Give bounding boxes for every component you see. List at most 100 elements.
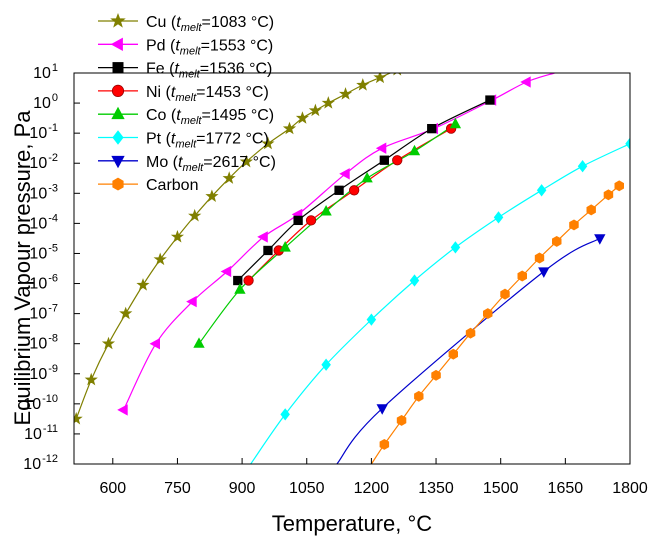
data-point-pt <box>536 184 547 197</box>
data-point-pt <box>366 313 377 326</box>
series-line-mo <box>336 237 601 464</box>
x-tick-label: 900 <box>229 480 256 497</box>
data-point-cu <box>170 230 185 243</box>
legend-label-mo: Mo (tmelt=2617 °C) <box>146 154 276 174</box>
data-point-pd <box>257 231 268 243</box>
data-point-mo <box>376 404 388 415</box>
data-point-pd <box>339 168 350 180</box>
series-line-carbon <box>370 185 620 464</box>
data-point-pt <box>625 137 630 150</box>
series-curves <box>75 73 630 464</box>
data-point-mo <box>594 234 606 245</box>
x-axis-label: Temperature, °C <box>272 511 433 536</box>
data-point-fe <box>334 185 344 195</box>
data-point-pd <box>117 404 128 416</box>
data-point-fe <box>427 123 437 134</box>
data-point-pd <box>375 142 387 154</box>
data-point-carbon <box>586 204 596 216</box>
data-point-carbon <box>534 252 545 264</box>
data-point-ni <box>392 155 403 166</box>
data-point-cu <box>373 73 387 84</box>
data-point-pt <box>409 274 420 287</box>
data-point-pt <box>577 160 588 173</box>
data-point-carbon <box>552 235 562 247</box>
legend-marker-pt <box>112 130 124 145</box>
data-point-cu <box>426 48 437 58</box>
x-tick-label: 600 <box>99 480 126 497</box>
plot-frame <box>73 72 631 465</box>
data-point-fe <box>485 95 495 105</box>
data-point-cu <box>101 336 116 350</box>
data-point-cu <box>338 87 353 100</box>
x-tick-label: 750 <box>164 480 191 497</box>
data-point-pd <box>520 76 531 88</box>
data-point-pd <box>220 265 232 278</box>
x-tick-label: 1050 <box>289 480 325 497</box>
data-point-cu <box>222 171 236 184</box>
data-point-carbon <box>414 390 424 402</box>
data-point-ni <box>305 215 317 226</box>
legend-label-pt: Pt (tmelt=1772 °C) <box>146 131 269 151</box>
data-point-carbon <box>379 438 390 450</box>
data-point-carbon <box>448 348 459 360</box>
data-point-co <box>361 171 373 183</box>
data-point-co <box>193 337 205 348</box>
data-point-co <box>408 144 421 156</box>
legend-marker-pd <box>110 37 123 51</box>
legend-label-cu: Cu (tmelt=1083 °C) <box>146 14 274 34</box>
data-point-co <box>449 117 462 129</box>
data-point-fe <box>263 245 273 256</box>
data-point-cu <box>136 278 150 291</box>
data-point-cu <box>74 411 83 425</box>
data-point-fe <box>293 215 303 226</box>
legend-marker-cu <box>110 12 126 28</box>
series-line-ni <box>248 124 459 281</box>
data-point-cu <box>153 252 167 266</box>
data-point-carbon <box>500 288 510 300</box>
series-markers <box>74 48 630 450</box>
data-point-ni <box>243 275 254 286</box>
data-point-cu <box>205 189 219 202</box>
data-point-pd <box>186 295 197 308</box>
x-tick-label: 1650 <box>548 480 584 497</box>
legend-label-pd: Pd (tmelt=1553 °C) <box>146 37 273 57</box>
data-point-co <box>320 205 332 216</box>
data-point-carbon <box>482 308 493 320</box>
data-point-pt <box>321 358 331 371</box>
legend-marker-carbon <box>112 177 124 191</box>
legend-marker-fe <box>112 62 124 74</box>
data-point-cu <box>356 78 370 91</box>
data-point-co <box>279 241 291 252</box>
data-point-carbon <box>465 327 476 339</box>
data-point-carbon <box>517 270 527 282</box>
x-tick-label: 1200 <box>354 480 390 497</box>
data-point-cu <box>321 96 335 109</box>
data-point-carbon <box>603 189 614 201</box>
legend-label-carbon: Carbon <box>146 177 198 194</box>
legend-marker-ni <box>111 84 125 98</box>
x-tick-label: 1800 <box>612 480 648 497</box>
legend-label-fe: Fe (tmelt=1536 °C) <box>146 61 272 81</box>
y-axis-label: Equilibrium Vapour pressure, Pa <box>10 110 35 426</box>
data-point-cu <box>119 306 133 320</box>
x-axis: 600 750 900 1050 1200 1350 1500 1650 1800 <box>99 458 648 497</box>
data-point-pt <box>450 241 461 254</box>
legend-label-ni: Ni (tmelt=1453 °C) <box>146 84 269 104</box>
data-point-pd <box>149 338 161 350</box>
data-point-cu <box>188 208 202 222</box>
legend-marker-co <box>111 106 125 120</box>
y-tick-label: 101 <box>33 62 58 82</box>
legend-marker-mo <box>111 155 125 169</box>
data-point-carbon <box>614 180 624 192</box>
data-point-fe <box>233 275 243 286</box>
x-tick-label: 1350 <box>418 480 454 497</box>
data-point-pt <box>280 408 290 421</box>
legend-label-co: Co (tmelt=1495 °C) <box>146 107 274 127</box>
y-tick-label: 100 <box>33 92 58 112</box>
data-point-pt <box>493 211 504 224</box>
legend: Cu (tmelt=1083 °C) Pd (tmelt=1553 °C) Fe (… <box>98 12 276 194</box>
x-tick-label: 1500 <box>483 480 519 497</box>
data-point-cu <box>409 57 420 67</box>
data-point-fe <box>379 155 389 165</box>
